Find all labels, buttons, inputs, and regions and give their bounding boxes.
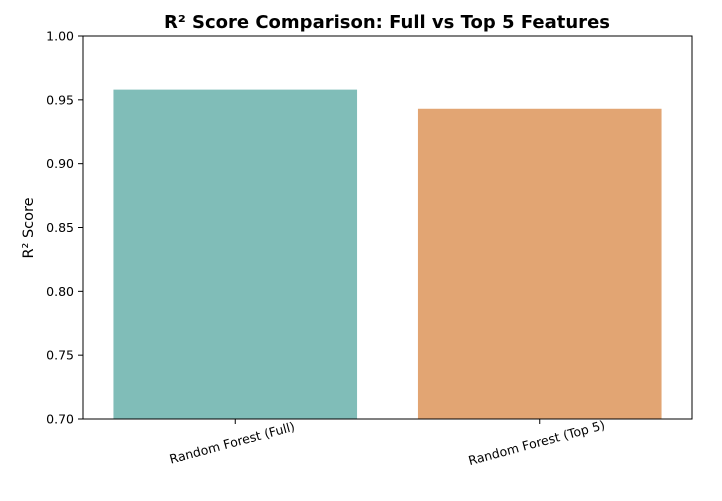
y-tick-label-3: 0.80 [46, 284, 74, 299]
axes-frame [82, 35, 693, 420]
y-tick-label-5: 0.90 [46, 156, 74, 171]
y-axis-label: R² Score [21, 197, 37, 258]
y-tick-label-6: 0.95 [46, 92, 74, 107]
y-tick-label-7: 1.00 [46, 29, 74, 44]
plot-area: Random Forest (Full) Random Forest (Top 5… [46, 29, 693, 468]
y-tick-label-2: 0.75 [46, 348, 74, 363]
bar-2 [417, 108, 662, 420]
bar-1 [113, 89, 358, 420]
y-tick-label-4: 0.85 [46, 220, 74, 235]
y-tick-label-1: 0.70 [46, 412, 74, 427]
x-tick-label-1: Random Forest (Full) [168, 419, 297, 467]
chart-title: R² Score Comparison: Full vs Top 5 Featu… [164, 12, 610, 33]
x-tick-label-2: Random Forest (Top 5) [467, 417, 607, 468]
